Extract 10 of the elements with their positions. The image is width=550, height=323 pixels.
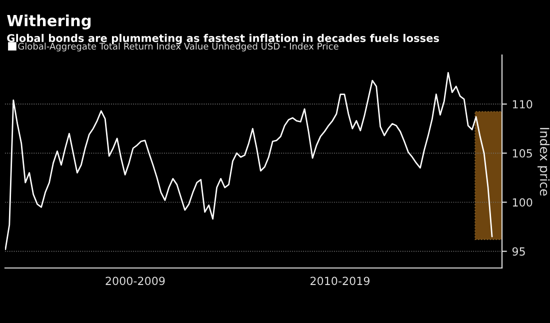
text: 2010-2019 bbox=[310, 276, 370, 286]
line-series bbox=[5, 72, 493, 250]
text: 2000-2009 bbox=[106, 276, 165, 286]
y-tick-label: 95 bbox=[512, 247, 525, 256]
chart-title: Withering bbox=[7, 14, 91, 30]
y-axis-title: Index price bbox=[538, 128, 550, 196]
legend-label: Global-Aggregate Total Return Index Value Unhedged USD - Index Price bbox=[18, 42, 338, 52]
y-tick-label: 105 bbox=[512, 149, 532, 158]
y-tick-label: 100 bbox=[512, 198, 532, 207]
y-tick-label: 110 bbox=[512, 100, 532, 108]
